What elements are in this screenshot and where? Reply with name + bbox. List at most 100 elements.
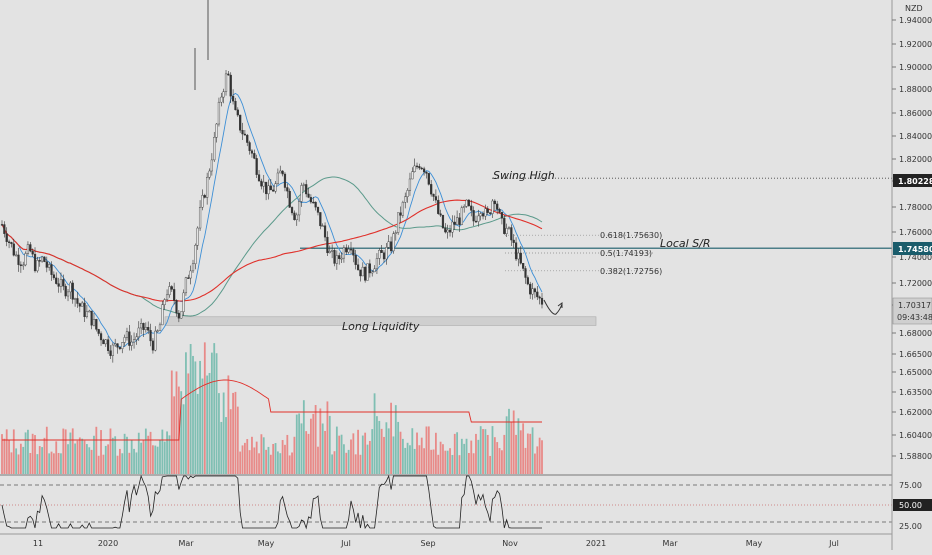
volume-bar (140, 442, 143, 474)
rsi-line (1, 474, 542, 530)
candle-body (151, 340, 155, 351)
volume-bar (111, 437, 114, 474)
price-tick-label: 1.62000 (899, 408, 932, 417)
volume-bar (321, 423, 324, 474)
time-axis[interactable]: 11 2020 Mar May Jul Sep Nov 2021 Mar May Jul (33, 539, 839, 548)
candle-body (29, 244, 32, 252)
candle-body (76, 298, 79, 304)
volume-bar (515, 434, 517, 474)
volume-bar (496, 442, 499, 474)
candle-body (479, 213, 482, 217)
candle-body (196, 227, 199, 246)
volume-bar (376, 416, 378, 474)
volume-bar (253, 447, 256, 474)
volume-bar (168, 435, 171, 474)
volume-bar (392, 436, 395, 474)
volume-bar (152, 445, 154, 474)
volume-bar (465, 438, 468, 474)
time-tick-label: Mar (178, 539, 194, 548)
candle-body (321, 225, 324, 227)
candle-body (519, 252, 522, 264)
volume-bar (378, 420, 381, 474)
price-tick-label: 1.82000 (899, 155, 932, 164)
volume-bar (295, 414, 298, 474)
volume-bar (50, 451, 53, 474)
candle-body (418, 166, 421, 169)
candle-body (425, 171, 428, 174)
candle-body (71, 282, 74, 300)
local-sr-price-tag: 1.74580 (893, 242, 932, 255)
volume-bar (286, 434, 289, 474)
volume-bar (128, 452, 131, 474)
volume-bar (498, 448, 501, 474)
volume-bar (215, 353, 218, 474)
volume-bar (319, 408, 322, 474)
candle-body (206, 176, 209, 198)
candle-body (57, 283, 60, 287)
candle-body (257, 174, 261, 182)
volume-bar (166, 431, 168, 474)
candle-body (470, 205, 473, 211)
price-axis[interactable]: 1.94000 1.92000 1.90000 1.88000 1.86000 1.840… (892, 16, 932, 461)
candle-body (309, 197, 313, 203)
candle-body (19, 264, 22, 266)
time-tick-label: Jul (340, 539, 351, 548)
candle-body (505, 228, 508, 234)
candle-body (401, 202, 404, 216)
volume-bar (41, 447, 43, 474)
price-tick-label: 1.66500 (899, 350, 932, 359)
volume-bar (147, 435, 150, 474)
volume-bar (95, 426, 98, 474)
candle-body (300, 185, 303, 202)
volume-bar (406, 442, 409, 474)
candle-body (236, 109, 239, 116)
volume-bar (109, 428, 112, 474)
candle-body (359, 269, 362, 277)
volume-bar (187, 373, 190, 474)
volume-bar (298, 413, 301, 474)
candle-body (140, 323, 143, 329)
volume-bar (437, 454, 440, 474)
rsi-layer: 75.00 25.00 (0, 474, 922, 531)
candle-body (368, 263, 371, 274)
volume-bar (97, 455, 100, 474)
local-sr-label: Local S/R (660, 237, 711, 250)
price-tick-label: 1.90000 (899, 63, 932, 72)
volume-bar (418, 445, 421, 474)
time-tick-label: Mar (662, 539, 678, 548)
candle-body (456, 217, 459, 225)
volume-bar (234, 391, 237, 474)
volume-bar (201, 378, 204, 474)
candle-body (493, 200, 496, 205)
candle-body (50, 264, 53, 275)
volume-bar (45, 426, 48, 474)
candle-body (448, 229, 452, 233)
volume-bar (368, 440, 371, 474)
svg-text:1.70317: 1.70317 (898, 301, 931, 310)
volume-bar (420, 437, 423, 474)
price-tick-label: 1.68000 (899, 329, 932, 338)
candle-body (260, 180, 263, 187)
candle-body (231, 95, 235, 102)
candle-body (5, 233, 8, 242)
volume-bar (463, 443, 466, 474)
candle-body (215, 123, 218, 138)
candle-body (302, 184, 305, 186)
volume-bar (416, 432, 418, 474)
volume-bar (241, 445, 244, 474)
volume-bar (538, 437, 541, 474)
candle-body (156, 330, 159, 332)
candle-body (276, 172, 279, 184)
candle-body (66, 291, 70, 297)
candle-body (147, 327, 150, 331)
candle-body (404, 196, 407, 203)
volume-bar (154, 445, 157, 474)
volume-bar (173, 396, 176, 474)
candle-body (314, 201, 317, 208)
volume-bar (350, 439, 352, 474)
volume-bar (62, 428, 65, 474)
candle-body (83, 302, 86, 318)
candle-body (229, 74, 232, 97)
